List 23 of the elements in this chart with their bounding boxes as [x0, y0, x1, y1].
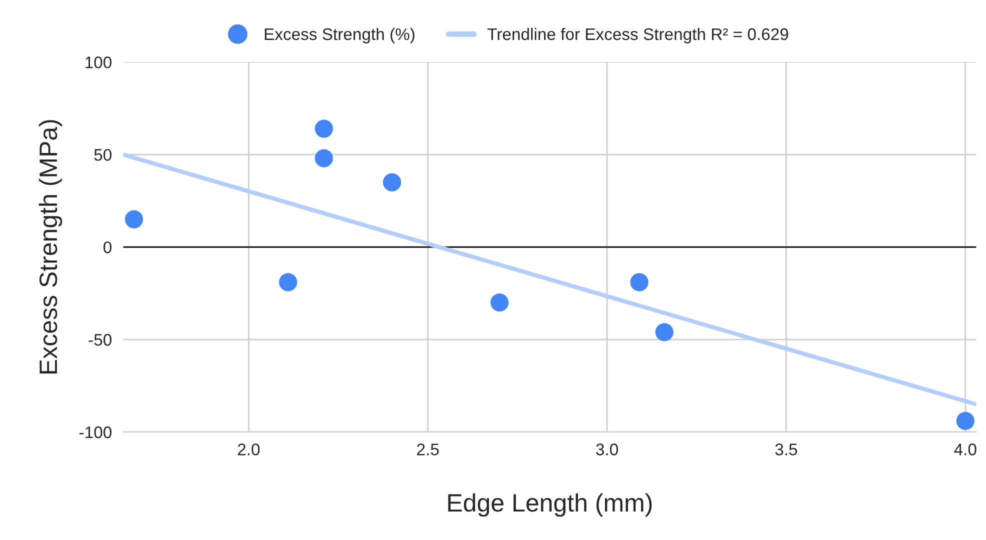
- y-tick-label: 0: [104, 241, 112, 254]
- legend-label: Trendline for Excess Strength R² = 0.629: [487, 28, 788, 44]
- point: [490, 293, 509, 312]
- y-tick-label: -50: [88, 334, 112, 346]
- x-tick-label: 2.0: [238, 444, 260, 456]
- y-axis-title: Excess Strength (MPa): [38, 120, 62, 374]
- x-tick-label: 3.0: [596, 444, 618, 456]
- legend-label: Excess Strength (%): [264, 28, 414, 44]
- point: [655, 323, 674, 342]
- point: [630, 273, 648, 292]
- point: [279, 273, 298, 292]
- x-tick-label: 4.0: [954, 444, 976, 456]
- x-axis-title: Edge Length (mm): [448, 493, 652, 517]
- y-tick-label: -100: [80, 426, 112, 438]
- point: [314, 120, 333, 138]
- point: [956, 412, 974, 430]
- point: [382, 173, 402, 192]
- y-tick-label: 50: [94, 148, 112, 161]
- y-tick-label: 100: [86, 56, 112, 68]
- x-tick-label: 3.5: [775, 444, 798, 456]
- point: [124, 210, 144, 228]
- point: [314, 149, 333, 168]
- x-tick-label: 2.5: [417, 444, 439, 456]
